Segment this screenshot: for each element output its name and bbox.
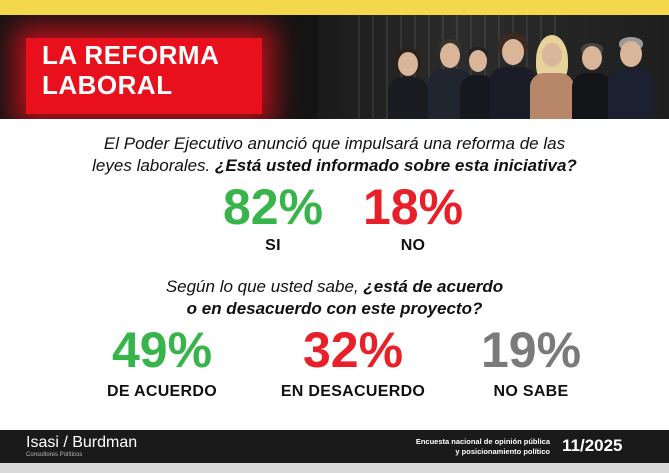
stat-label-si: SI xyxy=(265,237,281,254)
bottom-strip xyxy=(0,463,669,473)
stat-label-de-acuerdo: DE ACUERDO xyxy=(107,383,217,400)
person-figure xyxy=(490,33,536,119)
stat-value-de-acuerdo: 49% xyxy=(111,322,213,378)
stat-value-si: 82% xyxy=(222,179,324,235)
stat-value-en-desacuerdo: 32% xyxy=(302,322,404,378)
brand-name: Isasi / Burdman xyxy=(26,434,138,451)
stat-label-no: NO xyxy=(400,237,426,254)
top-accent-bar xyxy=(0,0,669,15)
question-2-line-1-plain: Según lo que usted sabe, xyxy=(165,277,364,296)
question-1-bold: ¿Está usted informado sobre esta iniciat… xyxy=(215,156,577,175)
question-1-line-2: leyes laborales. xyxy=(92,156,215,175)
survey-date: 11/2025 xyxy=(562,436,623,455)
person-figure xyxy=(608,37,654,119)
stat-value-no: 18% xyxy=(362,179,464,235)
person-figure xyxy=(530,35,574,119)
header-banner: LA REFORMA LABORAL xyxy=(0,15,669,119)
title-line-1: LA REFORMA xyxy=(42,40,220,70)
stat-label-no-sabe: NO SABE xyxy=(493,383,569,400)
survey-line-1: Encuesta nacional de opinión pública xyxy=(415,437,550,446)
title-line-2: LABORAL xyxy=(42,70,173,100)
brand-subtitle: Consultores Políticos xyxy=(26,452,83,458)
question-2-line-1-bold: ¿está de acuerdo xyxy=(363,277,504,296)
question-1: El Poder Ejecutivo anunció que impulsará… xyxy=(0,133,669,177)
title-box xyxy=(26,38,262,114)
person-figure xyxy=(572,43,612,119)
person-figure xyxy=(388,47,428,119)
survey-line-2: y posicionamiento político xyxy=(455,447,550,456)
stat-label-en-desacuerdo: EN DESACUERDO xyxy=(280,383,426,400)
question-2: Según lo que usted sabe, ¿está de acuerd… xyxy=(0,276,669,320)
question-2-line-2: o en desacuerdo con este proyecto? xyxy=(186,299,483,318)
question-1-line-1: El Poder Ejecutivo anunció que impulsará… xyxy=(103,134,566,153)
stat-value-no-sabe: 19% xyxy=(480,322,582,378)
group-photo xyxy=(318,15,669,119)
footer: Isasi / Burdman Consultores Políticos En… xyxy=(0,430,669,463)
survey-content: El Poder Ejecutivo anunció que impulsará… xyxy=(0,119,669,430)
survey-description: Encuesta nacional de opinión pública y p… xyxy=(380,437,550,457)
